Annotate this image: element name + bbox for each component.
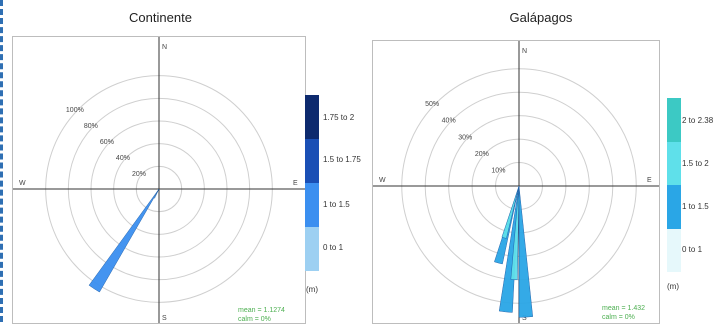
ring-label: 40% [442,118,456,125]
ring-label: 50% [425,101,439,108]
ring-label: 100% [66,107,84,114]
ring-label: 30% [458,134,472,141]
continente-mean: mean = 1.1274 [238,307,285,314]
left-dashed-border [0,0,7,322]
legend-swatch-1-5-to-1-75 [305,139,319,183]
legend-label: 1.5 to 1.75 [323,155,361,164]
ring-label: 40% [116,155,130,162]
continente-stats: mean = 1.1274 calm = 0% [238,306,285,324]
ring-label: 20% [132,171,146,178]
legend-swatch-1-to-1-5 [305,183,319,227]
compass-north-label: N [522,48,527,55]
legend-swatch-0-to-1 [667,229,681,272]
legend-swatch-2-to-2-38 [667,98,681,142]
continente-plot-area: 100% 80% 60% 40% 20% N S W E [12,36,306,324]
windrose-petal [501,185,520,239]
compass-south-label: S [522,315,527,322]
continente-panel: Continente 100% 80% 60% 40% 20% N S W E 1.75 to … [8,0,363,324]
legend-label: 1 to 1.5 [323,200,350,209]
windrose-petal [518,185,534,318]
legend-label: 2 to 2.38 [682,116,714,125]
ring-label: 20% [475,151,489,158]
compass-west-label: W [19,180,26,187]
compass-south-label: S [162,315,167,322]
continente-legend-bar [305,95,319,271]
legend-swatch-1-5-to-2 [667,142,681,185]
compass-east-label: E [647,177,652,184]
continente-calm: calm = 0% [238,316,271,323]
legend-label: 0 to 1 [323,243,344,252]
galapagos-legend-bar [667,98,681,272]
legend-label: 1.5 to 2 [682,159,709,168]
ring-label: 10% [491,167,505,174]
legend-label: 1.75 to 2 [323,113,355,122]
galapagos-calm: calm = 0% [602,314,635,321]
legend-swatch-1-to-1-5 [667,185,681,229]
legend-swatch-0-to-1 [305,227,319,271]
windrose-petal [153,188,160,199]
compass-east-label: E [293,180,298,187]
galapagos-windrose: 50% 40% 30% 20% 10% N S W E [373,41,659,323]
legend-label: 0 to 1 [682,245,703,254]
continente-windrose: 100% 80% 60% 40% 20% N S W E [13,37,305,323]
compass-north-label: N [162,44,167,51]
galapagos-mean: mean = 1.432 [602,305,646,312]
galapagos-title: Galápagos [509,10,573,25]
legend-label: 1 to 1.5 [682,202,709,211]
windrose-petal [498,185,520,313]
compass-west-label: W [379,177,386,184]
ring-label: 80% [84,123,98,130]
ring-label: 60% [100,139,114,146]
galapagos-stats: mean = 1.432 calm = 0% [602,304,645,322]
galapagos-unit-label: (m) [667,282,679,291]
galapagos-plot-area: 50% 40% 30% 20% 10% N S W E [372,40,660,324]
windrose-petal [510,185,520,281]
continente-title: Continente [129,10,192,25]
windrose-petal [88,188,160,293]
legend-swatch-1-75-to-2 [305,95,319,139]
continente-unit-label: (m) [306,285,318,294]
galapagos-panel: Galápagos 50% 40% 30% 20% 10% N S W E 2 to 2.38 … [370,0,719,324]
